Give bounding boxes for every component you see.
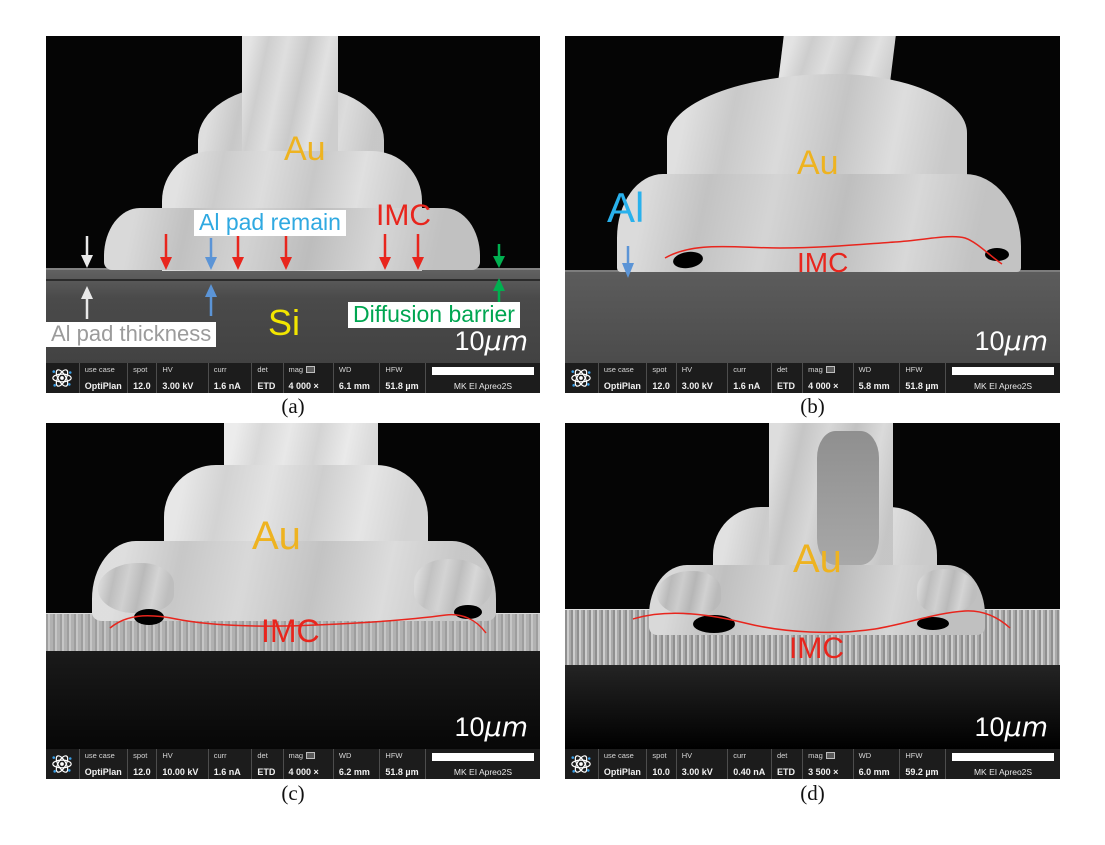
mag-mode-icon (306, 752, 316, 759)
databar-wd: WD 6.1 mm (332, 363, 380, 393)
databar-scalebar-section: MK EI Apreo2S (424, 749, 540, 779)
databar-curr: curr 1.6 nA (207, 363, 252, 393)
databar-det: det ETD (770, 749, 802, 779)
databar-scalebar-section: MK EI Apreo2S (945, 749, 1060, 779)
databar-scalebar-section: MK EI Apreo2S (945, 363, 1060, 393)
databar-hv: HV 3.00 kV (675, 749, 727, 779)
atom-logo-icon (46, 749, 79, 779)
databar-mag: mag 4 000 × (282, 363, 333, 393)
au-label: Au (793, 537, 842, 581)
databar-curr: curr 1.6 nA (727, 363, 771, 393)
databar-use-case: use case OptiPlan (597, 363, 647, 393)
interface-void (454, 605, 482, 619)
al-label: Al (607, 184, 645, 231)
databar-wd: WD 6.2 mm (332, 749, 380, 779)
databar-use-case: use case OptiPlan (597, 749, 647, 779)
databar-use-case: use case OptiPlan (78, 363, 127, 393)
sem-panel-b: Al Au IMC 10µm use case OptiPlan spot 12.0… (565, 36, 1060, 393)
databar-spot: spot 12.0 (127, 363, 156, 393)
scale-label: 10µm (974, 326, 1048, 357)
databar-det: det ETD (770, 363, 802, 393)
sem-panel-d: Au IMC 10µm use case OptiPlan spot 10.0 HV… (565, 423, 1060, 779)
databar-det: det ETD (251, 749, 282, 779)
caption-d: (d) (800, 781, 825, 805)
caption-a: (a) (281, 394, 305, 418)
sem-image-d: Au IMC 10µm (565, 423, 1060, 749)
interface-void (693, 615, 735, 633)
diffusion-barrier-layer (46, 279, 540, 281)
white-arrow-down (81, 236, 93, 268)
au-label: Au (797, 144, 839, 182)
imc-label: IMC (376, 199, 431, 232)
databar-mag: mag 4 000 × (282, 749, 333, 779)
databar-spot: spot 10.0 (646, 749, 675, 779)
au-label: Au (252, 514, 301, 558)
au-grain-patch (817, 431, 879, 565)
databar-c: use case OptiPlan spot 12.0 HV 10.00 kV cur… (46, 749, 540, 779)
scale-bar (431, 367, 534, 375)
substrate-dark (565, 665, 1060, 749)
scale-label: 10µm (454, 326, 528, 357)
databar-hfw: HFW 59.2 µm (899, 749, 945, 779)
databar-use-case: use case OptiPlan (78, 749, 127, 779)
sem-panel-c: Au IMC 10µm use case OptiPlan spot 12.0 HV… (46, 423, 540, 779)
caption-b: (b) (800, 394, 825, 418)
databar-hv: HV 10.00 kV (156, 749, 207, 779)
substrate-dark (46, 651, 540, 749)
interface-void (134, 609, 164, 625)
atom-logo-icon (565, 749, 598, 779)
sem-image-a: Au Al pad remain IMC Si Diffusion barrie… (46, 36, 540, 363)
databar-mag: mag 4 000 × (802, 363, 853, 393)
databar-mag: mag 3 500 × (802, 749, 853, 779)
interface-void (985, 248, 1009, 261)
caption-c: (c) (281, 781, 305, 805)
si-label: Si (268, 302, 301, 343)
mag-mode-icon (825, 366, 835, 373)
au-bond-lobe (98, 563, 174, 613)
databar-wd: WD 5.8 mm (852, 363, 900, 393)
databar-a: use case OptiPlan spot 12.0 HV 3.00 kV curr… (46, 363, 540, 393)
au-bond-lobe (414, 559, 492, 613)
al-pad-remain-label: Al pad remain (194, 210, 346, 237)
mag-mode-icon (825, 752, 835, 759)
diffusion-barrier-label: Diffusion barrier (348, 302, 520, 329)
scale-bar (952, 367, 1055, 375)
databar-d: use case OptiPlan spot 10.0 HV 3.00 kV curr… (565, 749, 1060, 779)
scale-bar (952, 753, 1055, 761)
sem-panel-a: Au Al pad remain IMC Si Diffusion barrie… (46, 36, 540, 393)
interface-void (917, 617, 949, 630)
au-wire (242, 36, 338, 166)
green-arrow-down (493, 244, 505, 268)
al-pad-thickness-label: Al pad thickness (46, 322, 217, 348)
databar-hv: HV 3.00 kV (156, 363, 207, 393)
scale-label: 10µm (454, 712, 528, 743)
scale-bar (431, 753, 534, 761)
databar-hfw: HFW 51.8 µm (379, 363, 425, 393)
databar-curr: curr 0.40 nA (727, 749, 771, 779)
imc-label: IMC (261, 613, 320, 649)
imc-label: IMC (789, 632, 844, 665)
databar-det: det ETD (251, 363, 282, 393)
imc-label: IMC (797, 247, 849, 278)
au-bond-lobe (917, 569, 977, 613)
databar-spot: spot 12.0 (646, 363, 675, 393)
atom-logo-icon (565, 363, 598, 393)
scale-label: 10µm (974, 712, 1048, 743)
databar-spot: spot 12.0 (127, 749, 156, 779)
sem-image-b: Al Au IMC 10µm (565, 36, 1060, 363)
databar-hv: HV 3.00 kV (675, 363, 727, 393)
databar-hfw: HFW 51.8 µm (379, 749, 425, 779)
databar-hfw: HFW 51.8 µm (899, 363, 945, 393)
au-bond-lobe (657, 571, 721, 615)
databar-scalebar-section: MK EI Apreo2S (424, 363, 540, 393)
databar-wd: WD 6.0 mm (852, 749, 900, 779)
au-label: Au (284, 130, 326, 168)
databar-b: use case OptiPlan spot 12.0 HV 3.00 kV curr… (565, 363, 1060, 393)
databar-curr: curr 1.6 nA (207, 749, 252, 779)
atom-logo-icon (46, 363, 79, 393)
sem-image-c: Au IMC 10µm (46, 423, 540, 749)
mag-mode-icon (306, 366, 316, 373)
